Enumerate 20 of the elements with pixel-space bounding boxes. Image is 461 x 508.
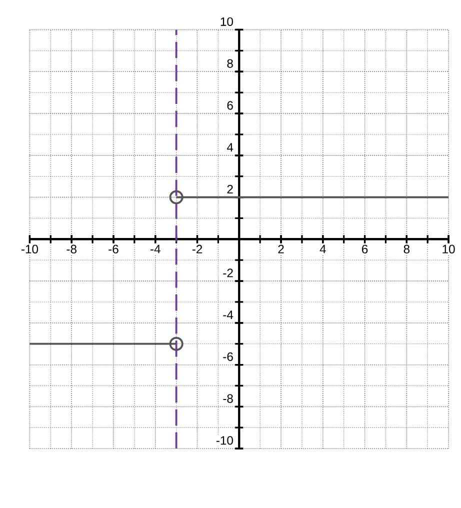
x-tick-label: 4 [320, 244, 326, 254]
y-tick-label: 8 [227, 59, 234, 68]
y-tick-label: -2 [223, 268, 233, 278]
y-tick-label: 2 [227, 184, 233, 194]
x-tick-label: -4 [150, 244, 161, 254]
x-tick-label: -6 [108, 244, 118, 254]
y-tick-label: -6 [223, 352, 234, 361]
x-tick-label: -8 [66, 244, 77, 254]
y-tick-label: 4 [227, 143, 234, 152]
x-tick-label: -2 [192, 244, 202, 254]
y-tick-label: -4 [223, 310, 234, 319]
y-tick-label: -10 [216, 436, 234, 445]
x-tick-label: 2 [278, 244, 284, 254]
y-tick-label: -8 [223, 394, 234, 403]
x-tick-label: 8 [404, 244, 410, 254]
x-tick-label: 6 [362, 244, 368, 254]
x-tick-label: 10 [442, 244, 455, 254]
x-tick-label: -10 [22, 244, 38, 254]
y-tick-label: 10 [221, 17, 234, 26]
y-tick-label: 6 [227, 101, 234, 110]
